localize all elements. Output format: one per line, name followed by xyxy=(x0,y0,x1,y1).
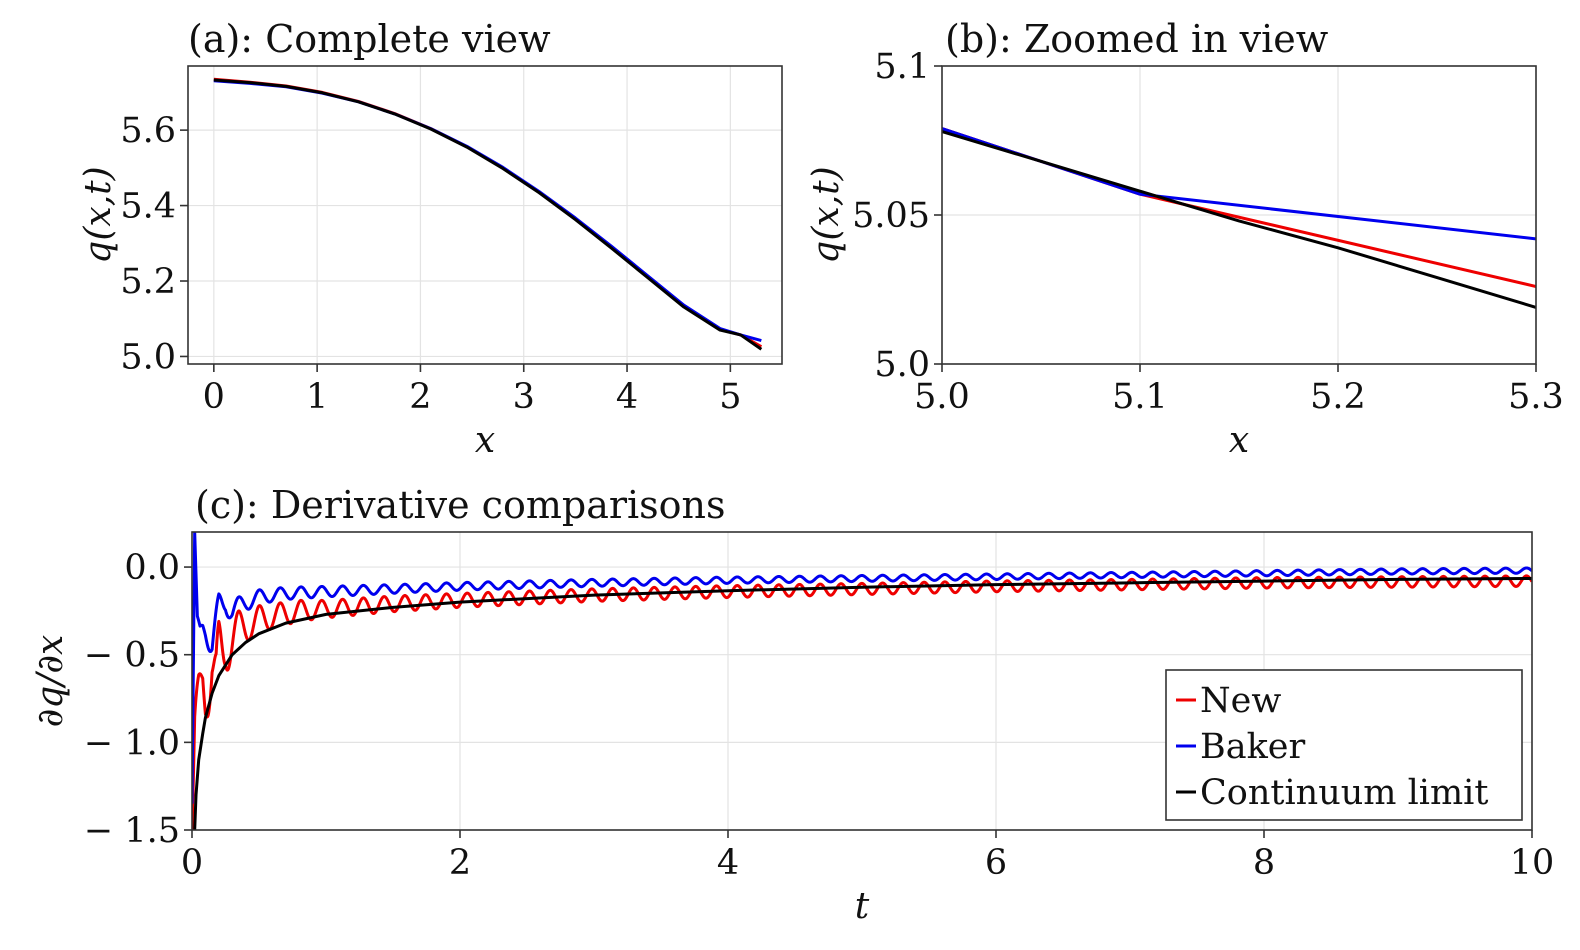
x-tick-label: 3 xyxy=(513,377,535,417)
panel-b: 5.0 5.1 5.2 5.3 5.0 5.05 5.1 (b): Zoomed in vie… xyxy=(806,17,1564,461)
plot-frame xyxy=(187,65,783,365)
x-tick-label: 8 xyxy=(1253,843,1275,883)
panel-title: (b): Zoomed in view xyxy=(945,17,1329,61)
x-tick-label: 5 xyxy=(719,377,741,417)
y-axis-label: ∂q/∂x xyxy=(30,635,71,728)
y-axis-label: q(x,t) xyxy=(806,166,847,263)
y-tick-label: 5.4 xyxy=(120,187,176,227)
series-line-new xyxy=(192,574,1532,830)
x-axis-label: x xyxy=(475,420,495,461)
series-line-new xyxy=(942,127,1536,288)
panel-title: (c): Derivative comparisons xyxy=(195,483,726,527)
x-axis-label: t xyxy=(855,886,870,927)
panel-title: (a): Complete view xyxy=(188,17,551,61)
x-tick-label: 5.1 xyxy=(1112,377,1168,417)
legend-label: Continuum limit xyxy=(1200,773,1488,813)
legend-label: New xyxy=(1200,681,1281,721)
x-tick-label: 4 xyxy=(616,377,638,417)
y-tick-label: 5.0 xyxy=(120,337,176,377)
series-line-new xyxy=(213,77,763,348)
x-tick-label: 2 xyxy=(409,377,431,417)
x-tick-label: 4 xyxy=(717,843,739,883)
y-tick-label: − 1.5 xyxy=(84,811,180,851)
y-axis-label: q(x,t) xyxy=(78,166,119,263)
legend-label: Baker xyxy=(1200,727,1306,767)
y-tick-label: 5.6 xyxy=(120,111,176,151)
panel-c: 0 2 4 6 8 10 0.0 − 0.5 − 1.0 − 1.5 (c): Derivative… xyxy=(30,483,1554,927)
x-tick-label: 5.2 xyxy=(1310,377,1366,417)
series-line-continuum-limit xyxy=(942,130,1536,309)
x-tick-label: 0 xyxy=(203,377,225,417)
x-tick-label: 6 xyxy=(985,843,1007,883)
x-tick-label: 5.0 xyxy=(914,377,970,417)
y-tick-label: − 1.0 xyxy=(84,723,180,763)
series-line-continuum-limit xyxy=(213,78,763,351)
x-tick-label: 10 xyxy=(1510,843,1555,883)
series-line-continuum-limit xyxy=(193,576,1532,830)
panel-a: 0 1 2 3 4 5 5.0 5.2 5.4 5.6 (a): Complete view x q(x… xyxy=(78,17,783,461)
x-tick-label: 0 xyxy=(181,843,203,883)
legend: New Baker Continuum limit xyxy=(1165,669,1523,821)
y-tick-label: 5.2 xyxy=(120,262,176,302)
x-tick-label: 2 xyxy=(449,843,471,883)
y-tick-label: 5.05 xyxy=(852,196,930,236)
x-tick-label: 5.3 xyxy=(1508,377,1564,417)
x-tick-label: 1 xyxy=(306,377,328,417)
y-tick-label: 0.0 xyxy=(124,548,180,588)
y-tick-label: − 0.5 xyxy=(84,636,180,676)
y-tick-label: 5.1 xyxy=(874,47,930,87)
x-axis-label: x xyxy=(1229,420,1249,461)
plot-frame xyxy=(191,531,1533,831)
y-tick-label: 5.0 xyxy=(874,345,930,385)
series-line-baker xyxy=(192,532,1532,804)
